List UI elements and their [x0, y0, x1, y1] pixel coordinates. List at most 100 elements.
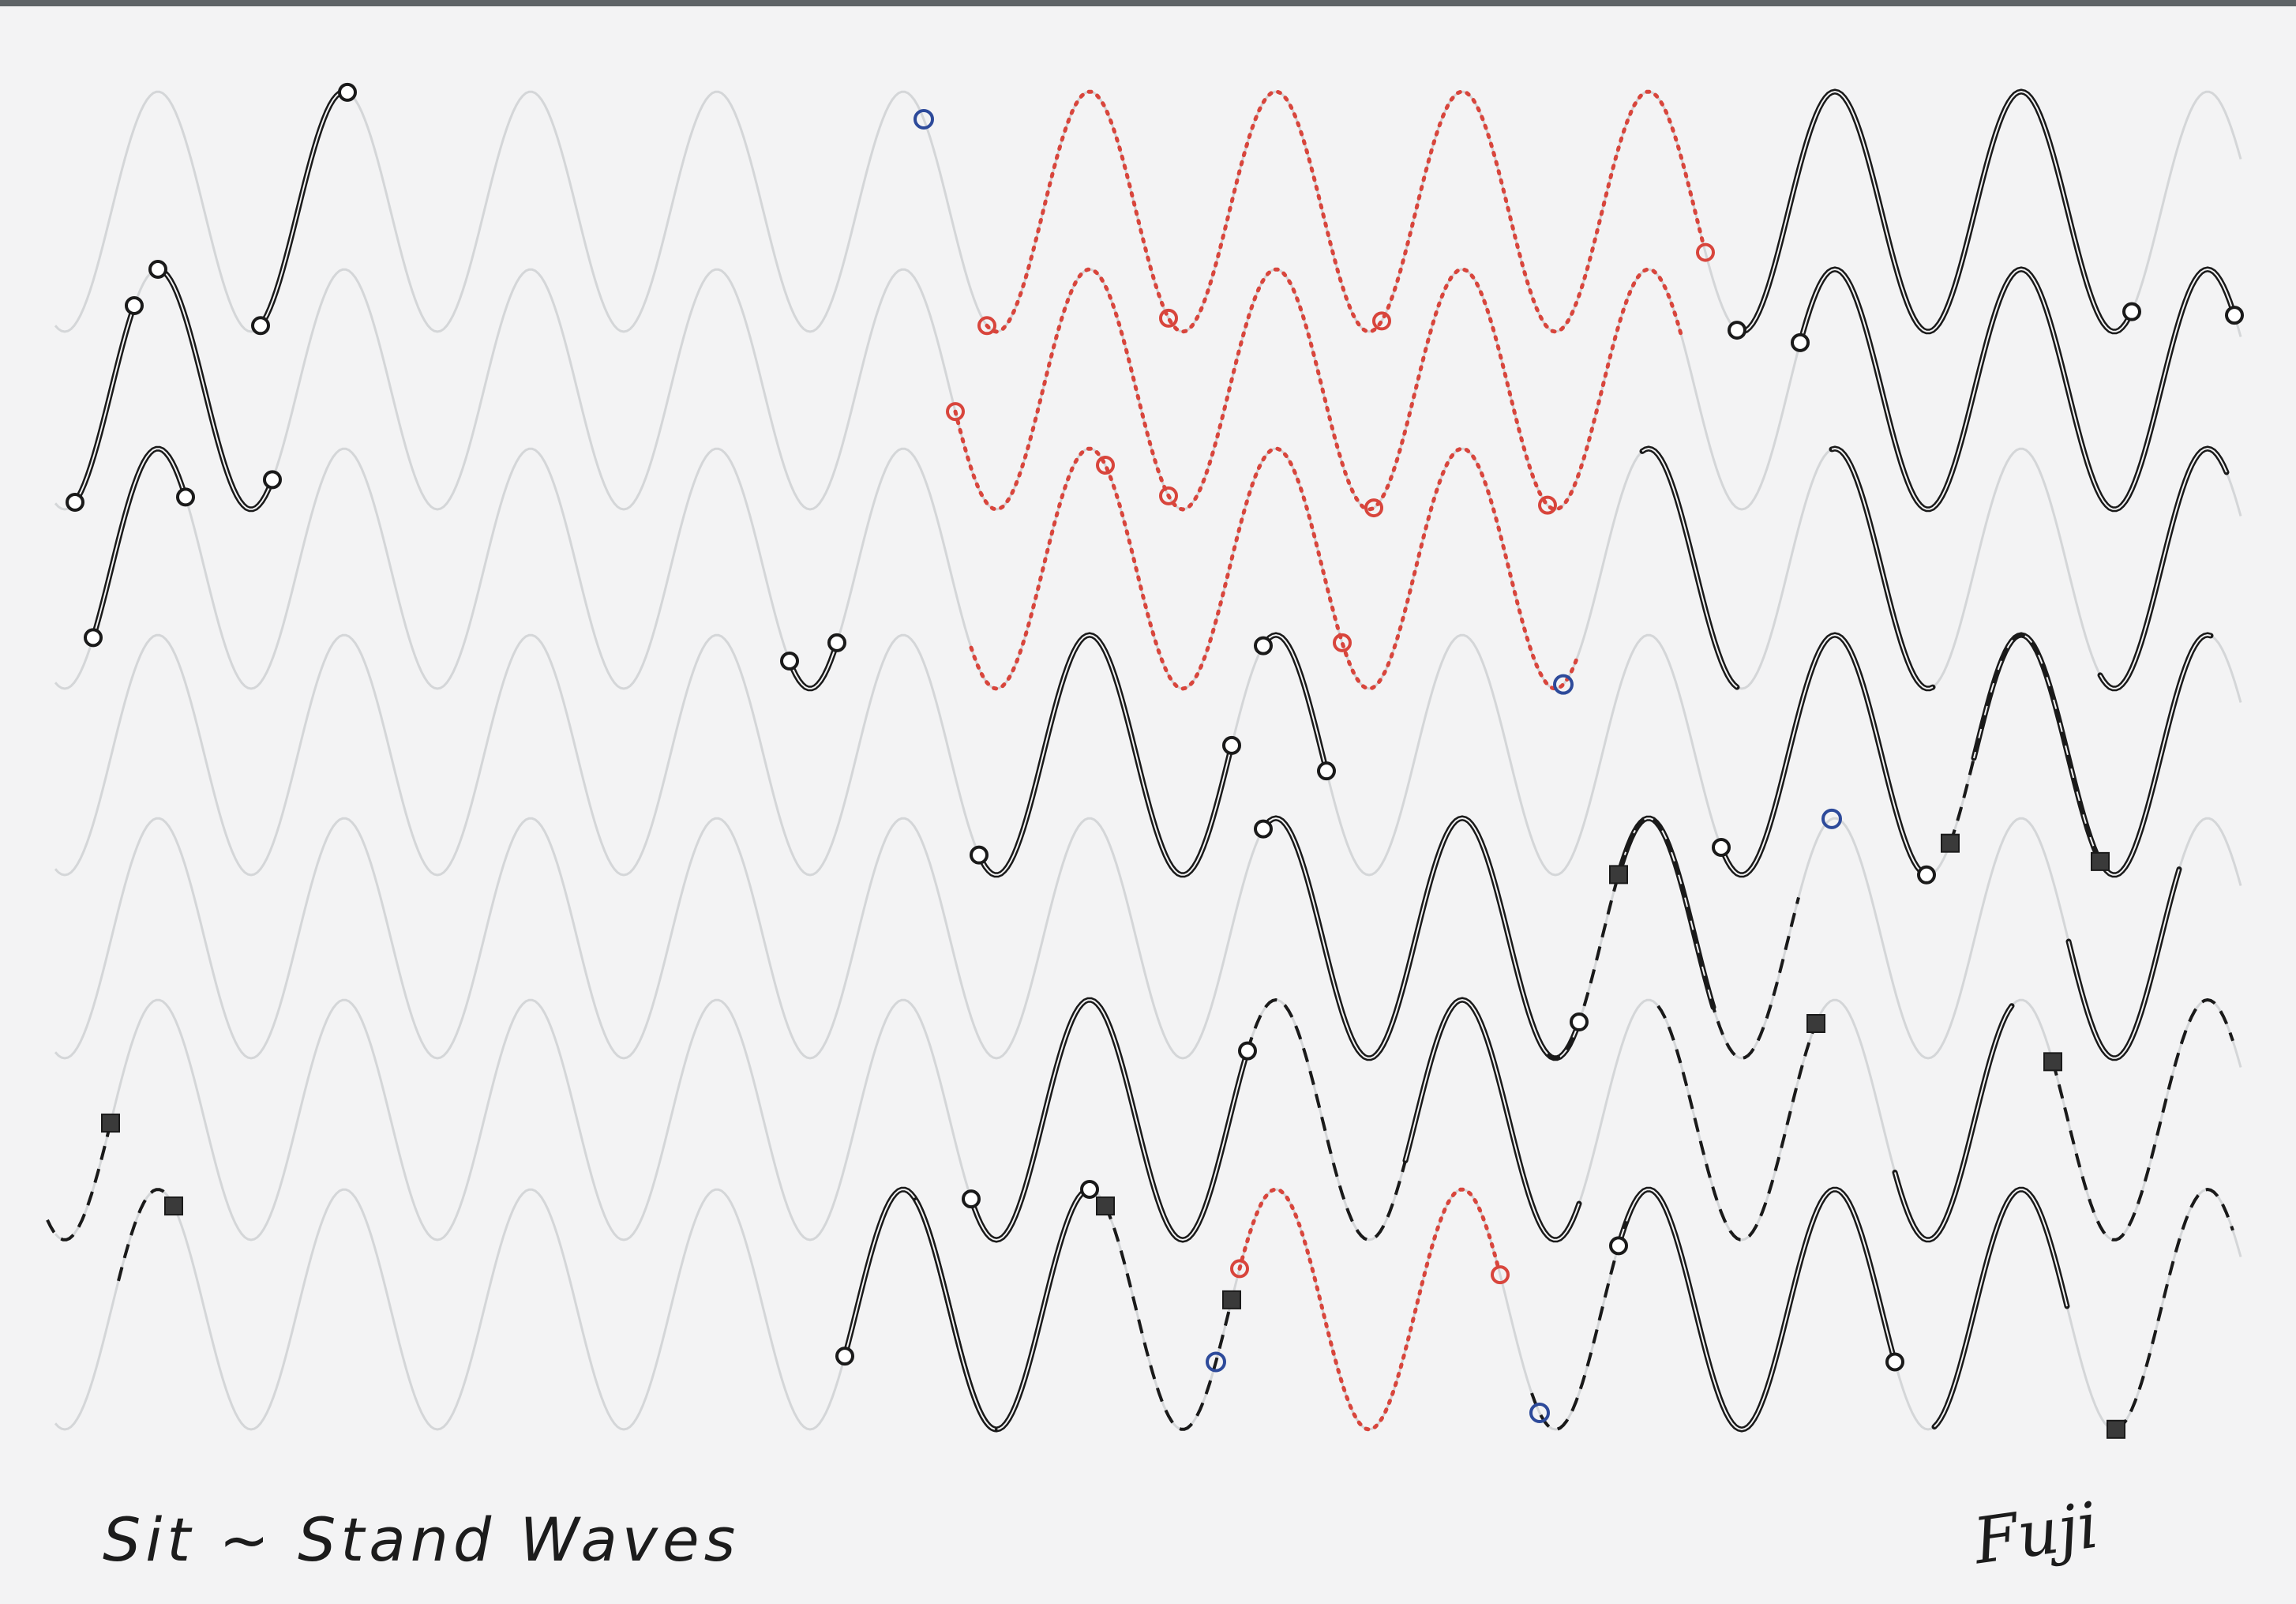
- red-circle-marker: [1538, 495, 1557, 515]
- dashed-wave-segment: [1104, 1205, 1233, 1431]
- endpoint-circle-marker: [970, 845, 989, 865]
- square-end-marker: [2043, 1052, 2062, 1072]
- red-dotted-wave-segment: [1237, 1187, 1501, 1432]
- ink-wave-highlight: [789, 642, 838, 689]
- endpoint-circle-marker: [2122, 302, 2141, 321]
- endpoint-circle-marker: [962, 1189, 981, 1209]
- red-dotted-wave-segment: [985, 89, 1706, 334]
- ink-wave-highlight: [978, 633, 1232, 876]
- ink-wave-segment: [2065, 866, 2182, 1061]
- red-circle-marker: [946, 402, 965, 422]
- endpoint-circle-marker: [1728, 321, 1746, 340]
- ink-wave-highlight: [260, 91, 346, 326]
- endpoint-circle-marker: [176, 487, 195, 507]
- dashed-ink-wave-segments: [46, 633, 2234, 1431]
- endpoint-circle-marker: [1254, 819, 1273, 839]
- ink-wave-segment: [1260, 632, 1330, 774]
- square-end-marker: [164, 1196, 183, 1216]
- endpoint-circle-marker: [835, 1347, 854, 1366]
- ink-wave-highlight: [1934, 1189, 2068, 1428]
- ink-wave-highlight: [1405, 998, 1580, 1241]
- endpoint-circle-marker: [1238, 1041, 1257, 1061]
- dashed-wave-segment: [2051, 997, 2234, 1242]
- endpoint-circle-marker: [125, 295, 144, 315]
- red-circle-marker: [1333, 633, 1352, 652]
- endpoint-circle-marker: [66, 492, 84, 512]
- ink-wave-highlight: [74, 312, 133, 503]
- endpoint-circle-marker: [1222, 735, 1241, 755]
- endpoint-circle-marker: [1917, 865, 1936, 885]
- pencil-guide-wave: [54, 268, 2242, 511]
- ink-wave-highlight: [1831, 447, 1934, 689]
- red-circle-marker: [1364, 498, 1383, 518]
- endpoint-circle-marker: [251, 316, 270, 336]
- dashed-wave-segment: [1246, 997, 1407, 1242]
- artwork-caption: Sit ~ Stand Waves: [103, 1504, 741, 1575]
- ink-wave-highlight: [1618, 1189, 1894, 1431]
- red-circle-marker: [1696, 242, 1715, 262]
- red-circle-marker: [1159, 308, 1178, 328]
- square-end-marker: [1222, 1290, 1241, 1309]
- endpoint-circle-marker: [148, 260, 167, 279]
- endpoint-circle-marker: [338, 82, 357, 102]
- wave-drawing: [46, 82, 2244, 1439]
- photo-background-edge: [0, 0, 2296, 6]
- red-circle-marker: [977, 316, 996, 336]
- ink-wave-highlight: [1736, 90, 2133, 332]
- endpoint-circle-marker: [1254, 636, 1273, 655]
- ink-wave-highlight: [1641, 447, 1738, 688]
- red-circle-marker: [1230, 1259, 1249, 1279]
- dashed-wave-segment: [1656, 1005, 1818, 1242]
- square-end-marker: [2091, 851, 2110, 871]
- square-end-marker: [1096, 1196, 1115, 1216]
- red-dotted-wave-segment: [969, 446, 1580, 691]
- square-end-marker: [101, 1114, 120, 1133]
- ink-wave-highlight: [970, 999, 1247, 1242]
- pencil-guide-wave: [54, 90, 2242, 333]
- red-circle-marker: [1491, 1265, 1510, 1285]
- ink-wave-segment: [1797, 266, 2236, 513]
- endpoint-circle-marker: [780, 652, 799, 671]
- endpoint-circle-marker: [1885, 1352, 1904, 1372]
- dashed-wave-segment: [1949, 633, 2100, 859]
- ink-wave-segment: [1402, 997, 1582, 1243]
- ink-wave-highlight: [157, 269, 272, 510]
- endpoint-circle-marker: [1609, 1236, 1628, 1256]
- endpoint-circle-marker: [84, 628, 103, 648]
- ink-wave-highlight: [1618, 817, 1714, 1008]
- square-end-marker: [1941, 833, 1960, 853]
- red-circle-marker: [1096, 456, 1115, 475]
- square-end-marker: [2107, 1419, 2125, 1439]
- segment-end-markers: [66, 82, 2244, 1439]
- ink-wave-highlight: [2099, 447, 2227, 689]
- endpoint-circle-marker: [263, 470, 282, 490]
- dashed-wave-segment: [117, 1188, 174, 1282]
- ink-wave-highlight: [1720, 633, 1927, 876]
- ink-wave-segment: [1734, 88, 2135, 335]
- endpoint-circle-marker: [1570, 1012, 1589, 1032]
- black-ink-wave-segments: [72, 88, 2236, 1433]
- ink-wave-segment: [90, 445, 188, 640]
- ink-wave-highlight: [1262, 817, 1580, 1059]
- ink-wave-highlight: [1262, 633, 1327, 772]
- ink-wave-highlight: [2068, 869, 2180, 1059]
- blue-circle-marker: [1206, 1351, 1226, 1373]
- red-dotted-wave-segments: [953, 89, 1706, 1432]
- blue-circle-marker: [1821, 808, 1842, 829]
- dashed-wave-segment: [1530, 1220, 1628, 1431]
- ink-wave-highlight: [1894, 1005, 2013, 1241]
- ink-wave-segment: [842, 1186, 1091, 1433]
- ink-wave-highlight: [1799, 268, 2234, 510]
- ink-wave-highlight: [915, 1200, 996, 1430]
- endpoint-circle-marker: [2225, 306, 2244, 325]
- pencil-guide-wave: [54, 447, 2242, 690]
- square-end-marker: [1609, 865, 1628, 885]
- endpoint-circle-marker: [827, 633, 846, 652]
- pencil-guide-wave: [54, 998, 2242, 1242]
- ink-wave-segment: [1718, 632, 1930, 878]
- endpoint-circle-marker: [1791, 332, 1810, 352]
- pencil-guide-wave: [54, 817, 2242, 1060]
- endpoint-circle-marker: [1317, 761, 1336, 781]
- endpoint-circle-marker: [1080, 1180, 1099, 1199]
- blue-circle-marker: [914, 108, 934, 130]
